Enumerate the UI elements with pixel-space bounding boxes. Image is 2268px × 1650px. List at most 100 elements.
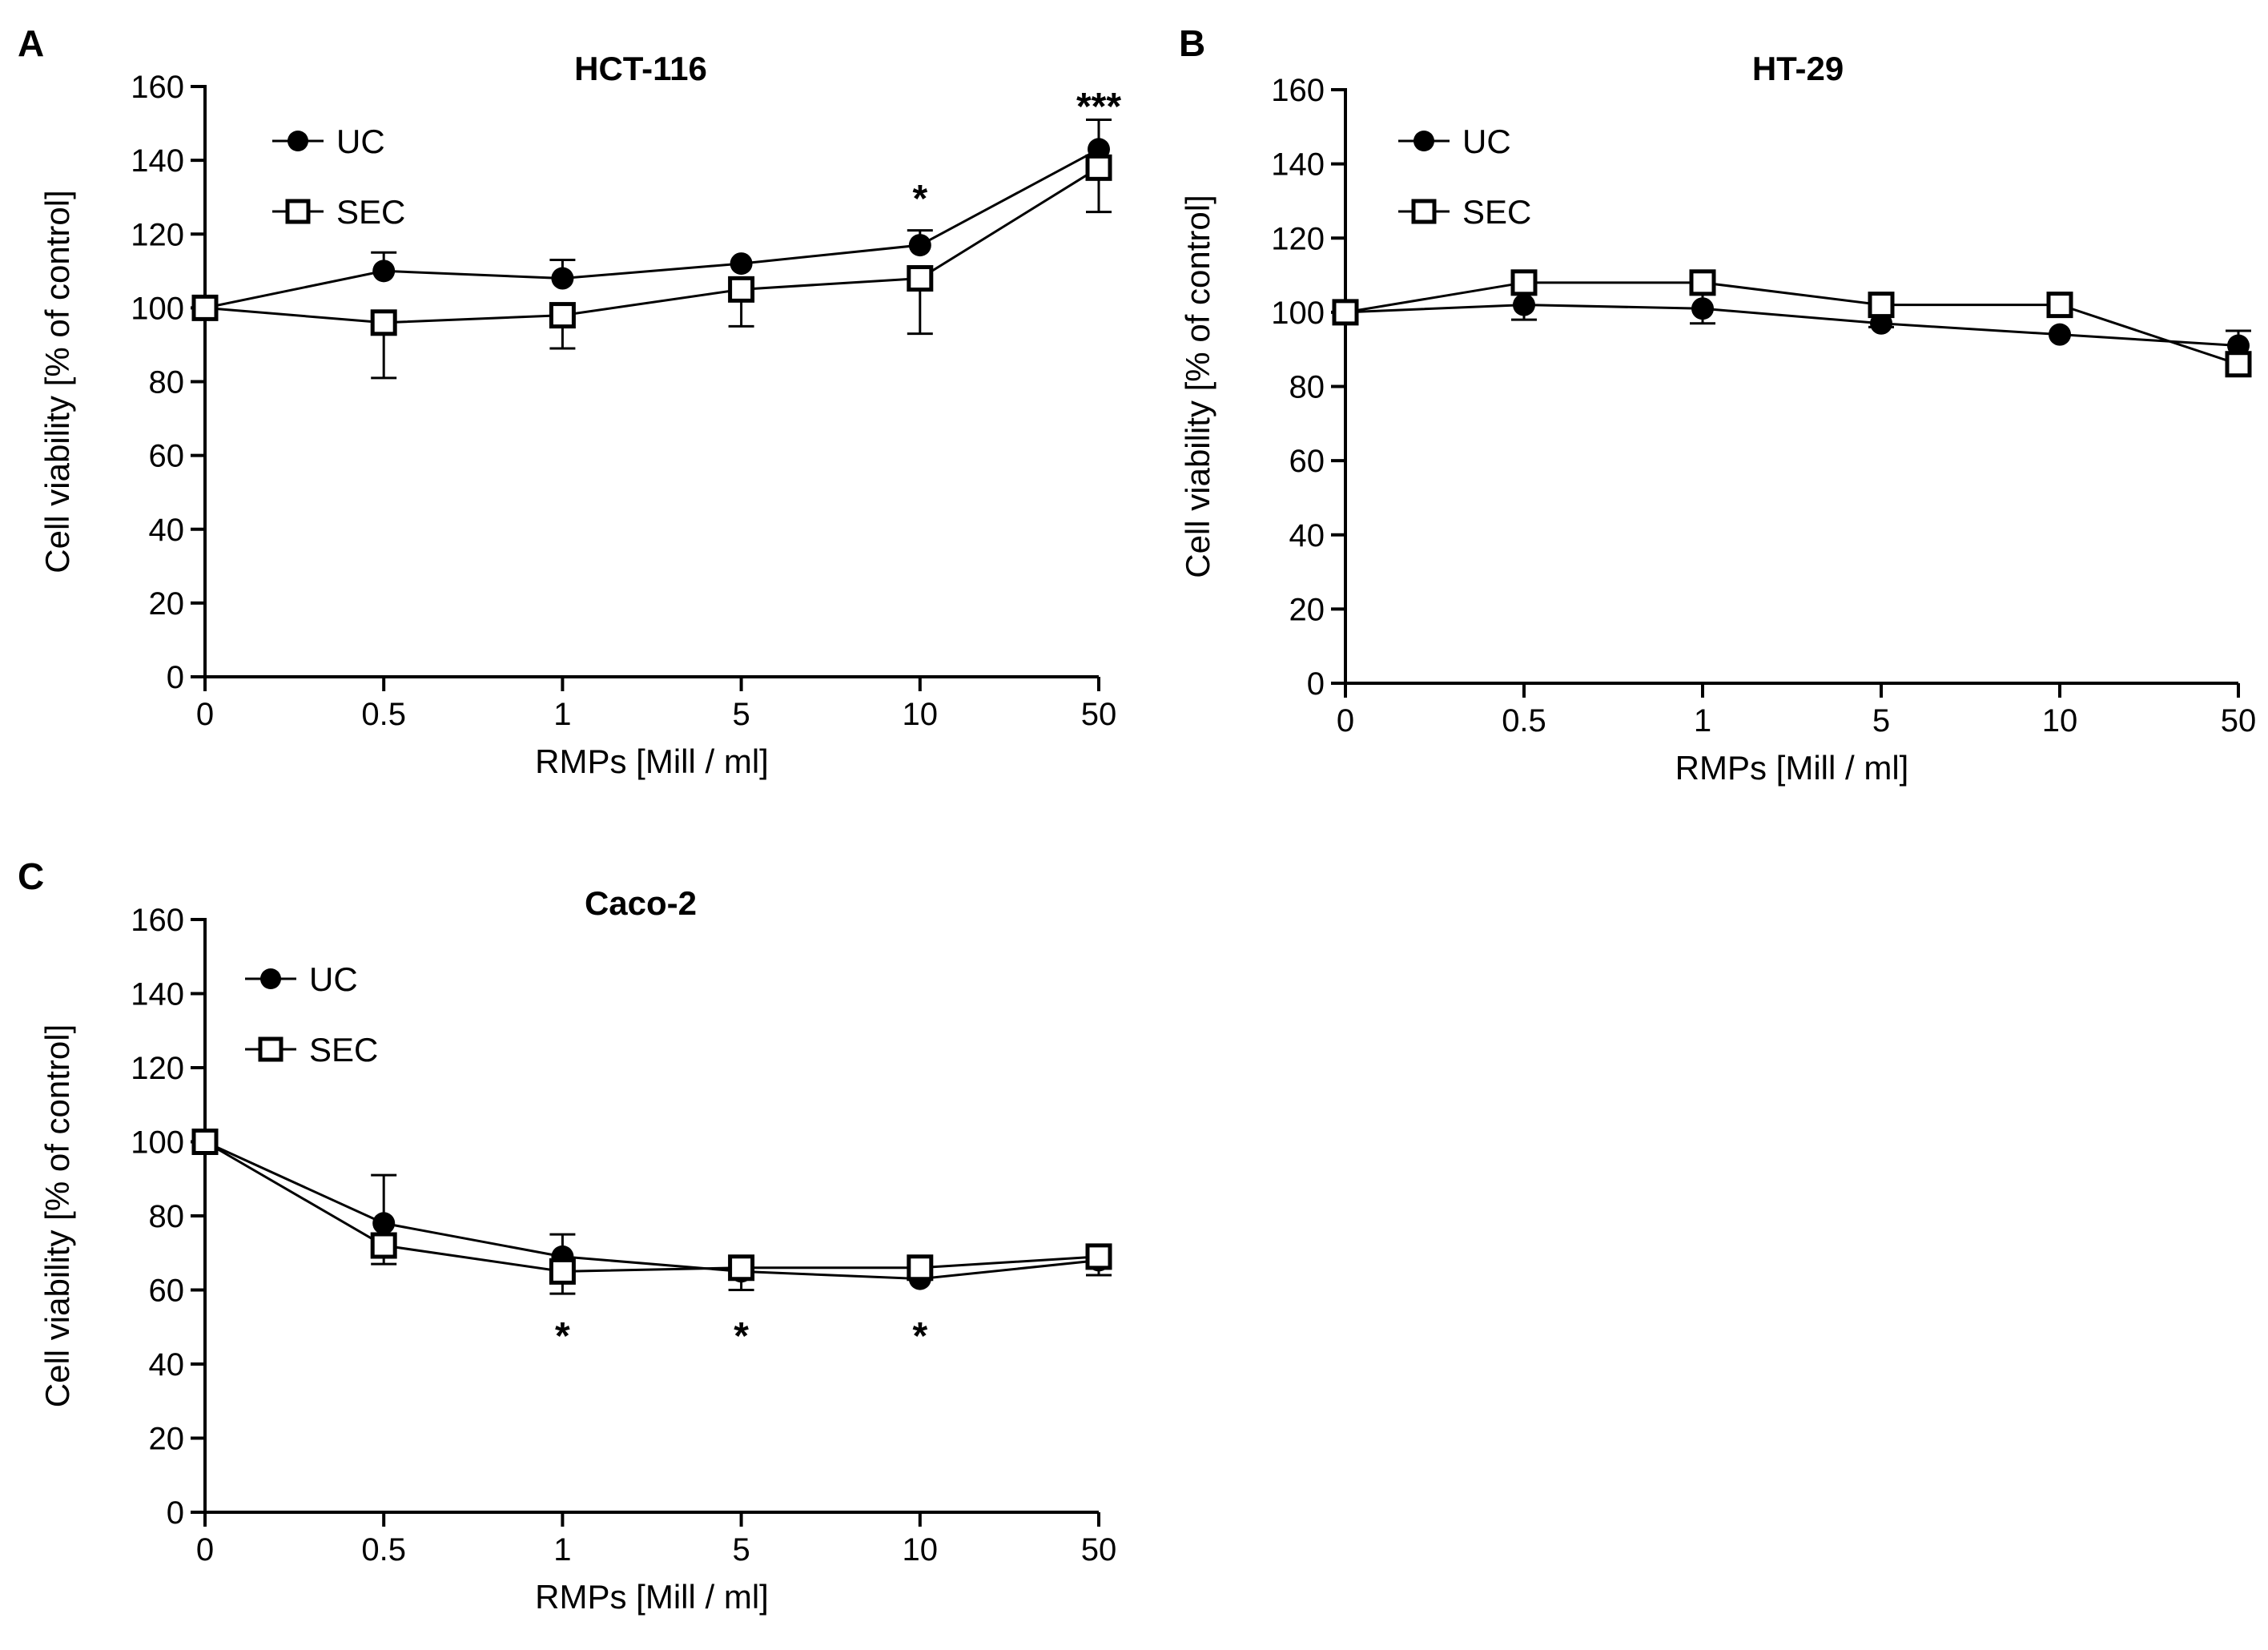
y-tick-label: 60 (1289, 444, 1325, 479)
y-tick-label: 20 (149, 586, 185, 622)
data-point (370, 309, 397, 336)
legend-label: SEC (1462, 193, 1531, 231)
data-point (730, 252, 753, 276)
series-line (204, 1141, 1100, 1273)
legend-entry-uc: UC (245, 960, 358, 998)
x-tick-label: 1 (1694, 703, 1711, 738)
y-tick-label: 20 (149, 1422, 185, 1457)
x-tick-label: 0.5 (361, 697, 406, 732)
y-axis-label: Cell viability [% of control] (1179, 195, 1216, 578)
data-point (728, 1254, 755, 1282)
series-line (204, 167, 1100, 324)
legend-marker (258, 1036, 284, 1062)
legend-marker (1413, 131, 1434, 151)
y-tick-label: 0 (167, 660, 184, 695)
significance-marker: * (912, 178, 927, 220)
data-point (372, 1212, 396, 1235)
data-point (191, 294, 219, 321)
y-tick-label: 140 (131, 977, 184, 1012)
series-sec (191, 1129, 1112, 1295)
data-point (549, 302, 576, 329)
data-point (549, 1258, 576, 1285)
x-tick-label: 5 (732, 697, 750, 732)
legend-entry-sec: SEC (245, 1031, 378, 1068)
data-point (1510, 269, 1538, 296)
x-tick-label: 10 (903, 697, 939, 732)
x-tick-label: 1 (553, 697, 571, 732)
significance-marker: * (555, 1315, 570, 1358)
y-tick-label: 80 (149, 1199, 185, 1234)
y-tick-label: 120 (131, 217, 184, 252)
y-axis-label: Cell viability [% of control] (38, 1024, 76, 1408)
legend-label: UC (1462, 123, 1511, 160)
y-tick-label: 140 (131, 143, 184, 179)
significance-marker: * (912, 1315, 927, 1358)
significance-marker: *** (1076, 86, 1121, 128)
legend-marker (260, 968, 281, 989)
data-point (907, 1254, 934, 1282)
legend-label: SEC (309, 1031, 378, 1068)
y-tick-label: 40 (149, 513, 185, 548)
data-point (1332, 299, 1359, 326)
series-line (204, 1141, 1100, 1281)
x-axis-label: RMPs [Mill / ml] (535, 1578, 769, 1616)
series-uc (194, 118, 1112, 320)
legend-entry-sec: SEC (272, 193, 405, 231)
x-axis-label: RMPs [Mill / ml] (535, 742, 769, 780)
x-tick-label: 10 (2042, 703, 2078, 738)
legend-marker (1411, 199, 1437, 224)
data-point (2225, 351, 2252, 378)
legend-entry-uc: UC (1398, 123, 1511, 160)
data-point (372, 260, 396, 283)
x-tick-label: 0.5 (1502, 703, 1546, 738)
series-line (1345, 304, 2239, 348)
x-tick-label: 0 (1337, 703, 1354, 738)
x-tick-label: 1 (553, 1532, 571, 1568)
y-tick-label: 40 (149, 1347, 185, 1382)
y-tick-label: 0 (1307, 666, 1325, 702)
panel-letter: B (1179, 22, 1205, 64)
significance-marker: * (734, 1315, 749, 1358)
y-tick-label: 0 (167, 1495, 184, 1531)
data-point (1085, 1243, 1112, 1270)
chart-panel-a: A HCT-116 0 20 40 60 80 100 120 140 160 0 0.5 1 5 10 50 R… (18, 22, 1121, 780)
y-tick-label: 80 (149, 365, 185, 400)
legend-marker (285, 199, 311, 224)
x-tick-label: 10 (903, 1532, 939, 1568)
series-line (1345, 281, 2239, 366)
x-tick-label: 5 (732, 1532, 750, 1568)
x-tick-label: 50 (1081, 697, 1117, 732)
x-tick-label: 0 (196, 697, 214, 732)
series-uc (194, 1130, 1112, 1290)
y-tick-label: 160 (131, 903, 184, 938)
x-axis-label: RMPs [Mill / ml] (1675, 749, 1909, 787)
y-tick-label: 160 (1271, 73, 1325, 108)
data-point (2046, 292, 2073, 319)
y-tick-label: 20 (1289, 592, 1325, 627)
data-point (907, 265, 934, 292)
panel-letter: A (18, 22, 44, 64)
y-tick-label: 60 (149, 439, 185, 474)
data-point (551, 267, 574, 290)
data-point (1689, 269, 1716, 296)
series-line (204, 147, 1100, 309)
x-tick-label: 0 (196, 1532, 214, 1568)
x-tick-label: 0.5 (361, 1532, 406, 1568)
data-point (370, 1232, 397, 1259)
data-point (2049, 323, 2071, 346)
y-tick-label: 60 (149, 1274, 185, 1309)
legend-label: UC (309, 960, 358, 998)
data-point (1868, 292, 1895, 319)
chart-title: HT-29 (1752, 50, 1844, 87)
y-tick-label: 100 (1271, 296, 1325, 331)
y-tick-label: 160 (131, 70, 184, 105)
series-sec (1332, 269, 2252, 378)
x-tick-label: 50 (1081, 1532, 1117, 1568)
legend-entry-uc: UC (272, 123, 385, 160)
chart-title: Caco-2 (585, 884, 697, 922)
legend-entry-sec: SEC (1398, 193, 1531, 231)
y-tick-label: 140 (1271, 147, 1325, 183)
data-point (728, 276, 755, 303)
chart-title: HCT-116 (574, 50, 707, 87)
